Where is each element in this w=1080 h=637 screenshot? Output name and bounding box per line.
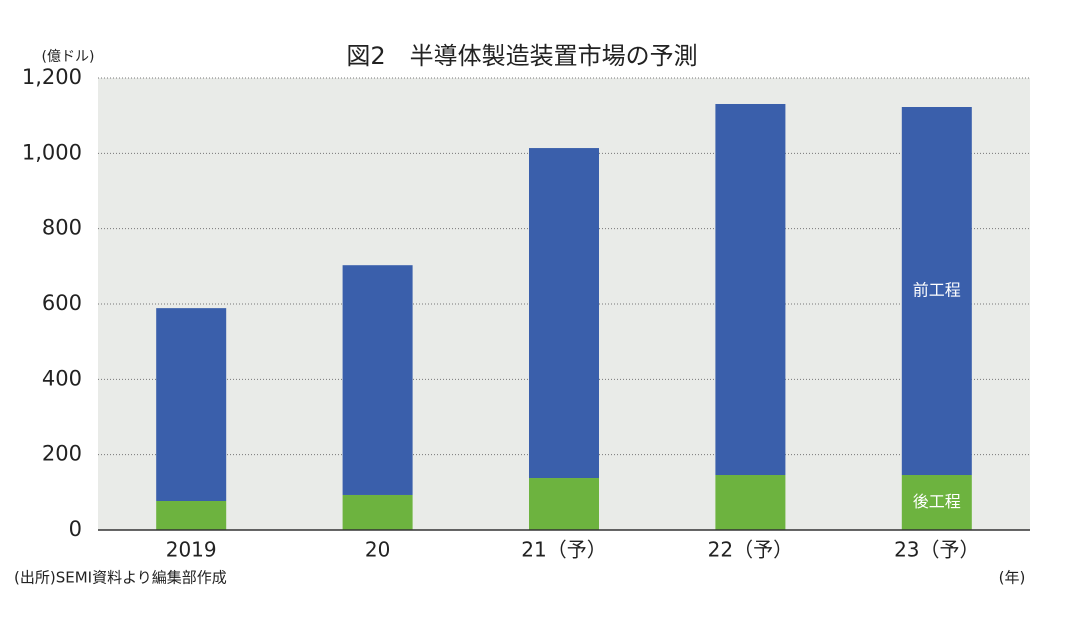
x-tick-label: 23（予） [894,538,979,562]
bar-segment [529,148,599,479]
bar-segment [901,107,972,476]
bar-segment [715,475,786,530]
series-label: 前工程 [913,281,961,300]
bar-segment [901,475,972,530]
y-tick-label: 1,200 [22,65,82,89]
y-tick-label: 800 [42,216,82,240]
x-tick-label: 20 [365,538,390,562]
series-label: 後工程 [913,492,961,511]
source: (出所)SEMI資料より編集部作成 [14,569,227,587]
x-axis-label: (年) [999,569,1026,587]
y-axis-label: (億ドル) [42,49,95,65]
chart-title: 図2 半導体製造装置市場の予測 [346,42,697,70]
y-tick-label: 600 [42,291,82,315]
x-tick-label: 2019 [166,538,217,562]
bar-segment [156,308,227,501]
bar-segment [156,500,227,530]
bar-segment [529,478,599,530]
y-tick-label: 400 [42,366,82,390]
bar-segment [342,265,413,495]
y-tick-label: 200 [42,442,82,466]
x-tick-label: 21（予） [521,538,606,562]
x-tick-label: 22（予） [708,538,793,562]
y-tick-label: 0 [69,517,82,541]
y-tick-label: 1,000 [22,140,82,164]
bar-segment [715,103,786,476]
bar-segment [342,494,413,530]
